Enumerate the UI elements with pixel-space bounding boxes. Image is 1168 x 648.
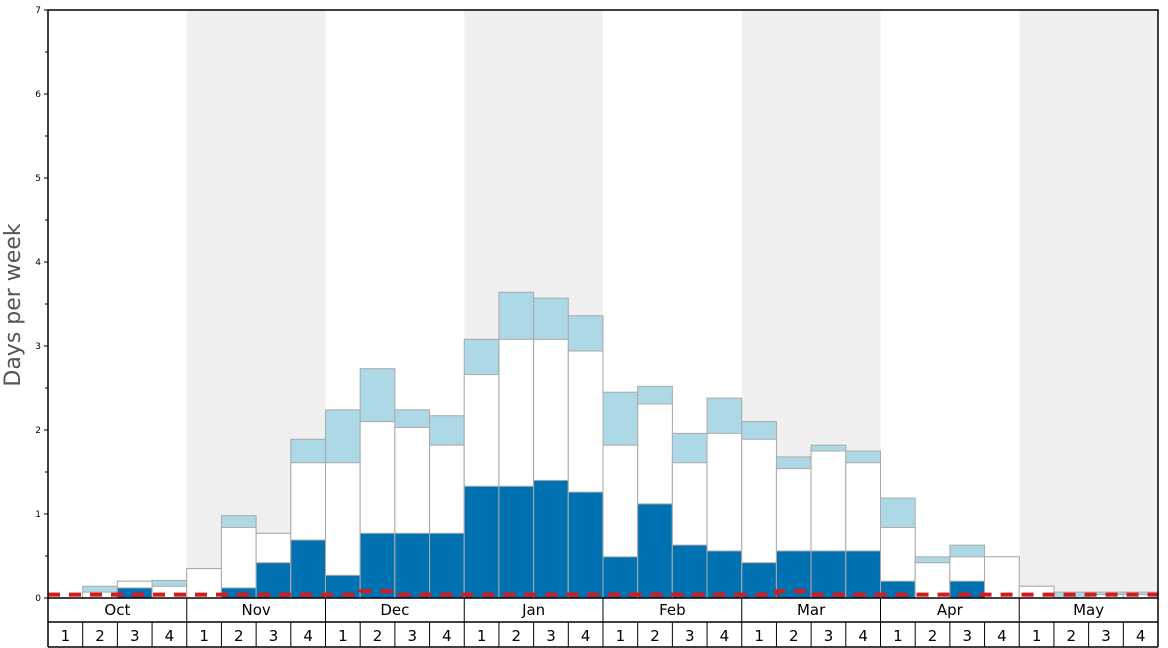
week-label-nov-2: 2 [234,627,244,645]
week-label-mar-2: 2 [789,627,799,645]
bar-dark-8 [290,539,326,599]
week-label-jan-2: 2 [512,627,522,645]
month-label-nov: Nov [241,601,270,619]
bar-dark-21 [741,562,777,599]
week-label-nov-1: 1 [199,627,209,645]
week-label-apr-1: 1 [893,627,903,645]
bar-white-6 [220,526,257,599]
y-tick-label-6: 6 [35,90,41,100]
week-label-feb-2: 2 [650,627,660,645]
week-label-feb-4: 4 [720,627,730,645]
month-label-feb: Feb [659,601,686,619]
month-label-jan: Jan [521,601,545,619]
bar-dark-23 [810,550,847,599]
week-label-may-1: 1 [1032,627,1042,645]
week-label-apr-4: 4 [997,627,1007,645]
week-label-mar-4: 4 [858,627,868,645]
axes: 0 1 2 3 4 5 6 7 Oct 1 2 3 4 Nov 1 2 3 4 Dec 1 2 3 4 Jan 1 2 3 4 Feb 1… [35,6,1159,648]
bar-dark-11 [394,532,431,599]
y-tick-label-1: 1 [35,510,41,520]
week-label-nov-4: 4 [303,627,313,645]
month-label-mar: Mar [797,601,826,619]
y-tick-label-2: 2 [35,426,41,436]
y-tick-label-7: 7 [35,6,41,16]
month-label-apr: Apr [937,601,964,619]
week-label-feb-1: 1 [616,627,626,645]
bar-dark-14 [498,485,535,599]
week-label-mar-3: 3 [824,627,834,645]
bar-dark-17 [602,556,639,599]
month-label-may: May [1073,601,1104,619]
week-label-nov-3: 3 [269,627,279,645]
week-label-jan-3: 3 [546,627,556,645]
month-label-oct: Oct [104,601,130,619]
y-axis-label: Days per week [1,223,26,386]
bar-white-28 [984,556,1020,599]
week-label-dec-3: 3 [407,627,417,645]
bar-dark-19 [671,544,708,599]
week-label-feb-3: 3 [685,627,695,645]
week-label-oct-3: 3 [130,627,140,645]
week-label-may-3: 3 [1101,627,1111,645]
week-label-mar-1: 1 [754,627,764,645]
bar-dark-24 [845,550,881,599]
week-label-oct-1: 1 [61,627,71,645]
week-label-apr-3: 3 [962,627,972,645]
week-label-jan-4: 4 [581,627,591,645]
bar-dark-16 [567,491,604,599]
week-label-oct-4: 4 [165,627,175,645]
week-label-dec-1: 1 [338,627,348,645]
bar-dark-20 [706,550,743,599]
bar-dark-18 [637,503,673,599]
y-tick-label-3: 3 [35,342,41,352]
week-label-jan-1: 1 [477,627,487,645]
shade-may [1019,10,1158,598]
week-label-dec-4: 4 [442,627,452,645]
bar-dark-13 [463,485,500,599]
month-label-dec: Dec [380,601,409,619]
week-label-oct-2: 2 [95,627,105,645]
bar-dark-15 [533,479,569,599]
bar-dark-12 [429,532,465,599]
week-label-apr-2: 2 [928,627,938,645]
bars [82,291,1159,599]
y-tick-label-5: 5 [35,174,41,184]
y-tick-label-0: 0 [35,594,41,604]
week-label-may-4: 4 [1136,627,1146,645]
week-label-dec-2: 2 [373,627,383,645]
week-label-may-2: 2 [1067,627,1077,645]
bar-dark-10 [359,532,396,599]
y-tick-label-4: 4 [35,258,41,268]
